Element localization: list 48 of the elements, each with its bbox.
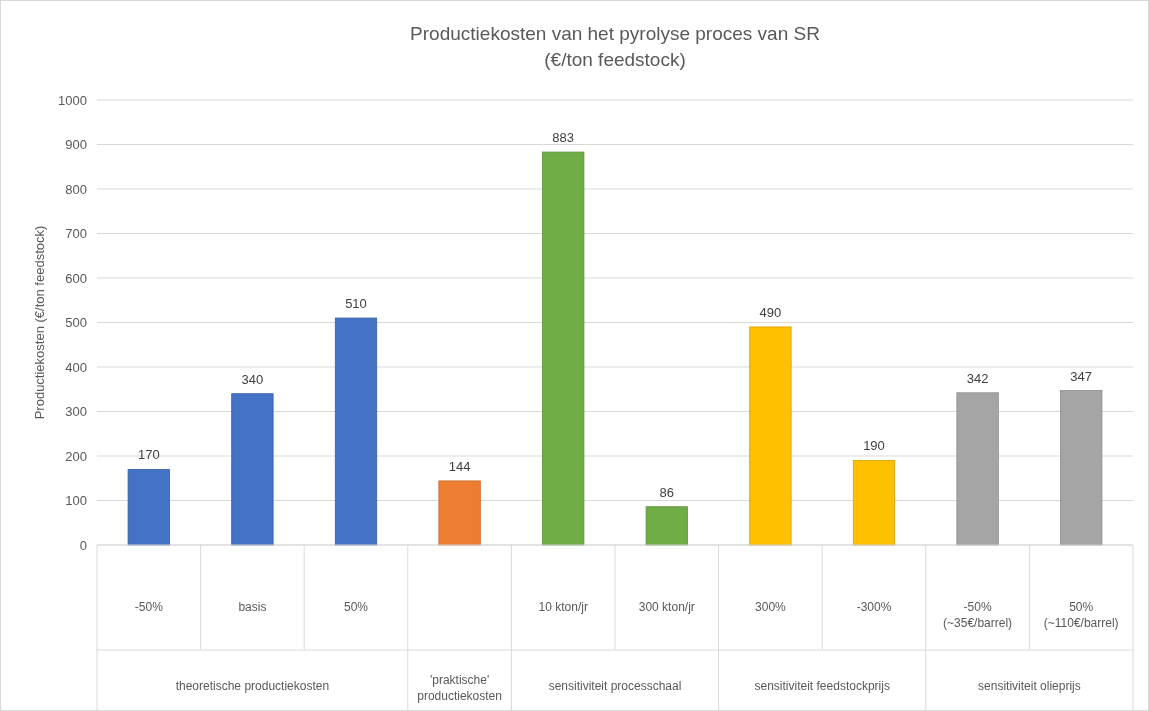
bar bbox=[542, 151, 585, 546]
text: sensitiviteit olieprijs bbox=[978, 679, 1081, 693]
y-tick-label: 0 bbox=[79, 537, 87, 553]
data-label: 883 bbox=[552, 130, 575, 146]
bar bbox=[1060, 390, 1103, 546]
bar bbox=[334, 317, 378, 546]
x-tick-label: 50% (~110€/barrel) bbox=[1043, 600, 1119, 630]
data-label: 144 bbox=[448, 458, 471, 474]
x-tick-label: -50% (~35€/barrel) bbox=[943, 600, 1013, 630]
bar bbox=[127, 468, 170, 546]
bar bbox=[645, 506, 688, 546]
y-tick-label: 700 bbox=[65, 226, 87, 242]
x-tick-label: -50% bbox=[134, 600, 164, 614]
text: theoretische productiekosten bbox=[175, 679, 330, 693]
bar bbox=[956, 392, 999, 546]
chart-subtitle: (€/ton feedstock) bbox=[544, 49, 686, 70]
bar bbox=[852, 460, 896, 546]
data-label: 347 bbox=[1070, 368, 1093, 384]
x-tick-label: 10 kton/jr bbox=[538, 600, 588, 614]
y-tick-label: 600 bbox=[65, 270, 87, 286]
y-tick-label: 500 bbox=[65, 315, 87, 331]
data-label: 340 bbox=[241, 371, 264, 387]
bar bbox=[231, 393, 274, 546]
data-label: 190 bbox=[863, 438, 885, 454]
chart-title: Productiekosten van het pyrolyse proces van SR bbox=[410, 23, 820, 44]
y-axis-title: Productiekosten (€/ton feedstock) bbox=[32, 225, 47, 420]
x-tick-label: -300% bbox=[856, 600, 892, 614]
data-label: 342 bbox=[966, 370, 989, 386]
y-tick-label: 200 bbox=[65, 448, 87, 464]
data-label: 86 bbox=[659, 484, 675, 500]
bar bbox=[749, 326, 792, 546]
y-tick-label: 1000 bbox=[58, 92, 87, 108]
x-tick-label: 50% bbox=[343, 600, 369, 614]
text: sensitiviteit feedstockprijs bbox=[754, 679, 890, 693]
y-tick-label: 300 bbox=[65, 404, 87, 420]
y-tick-label: 100 bbox=[65, 493, 87, 509]
data-label: 170 bbox=[137, 447, 160, 463]
y-tick-label: 900 bbox=[65, 137, 87, 153]
x-tick-label: 300 kton/jr bbox=[638, 600, 695, 614]
text: 'praktische' productiekosten bbox=[417, 673, 502, 703]
x-tick-label: basis bbox=[238, 600, 267, 614]
bar bbox=[438, 480, 481, 546]
text: sensitiviteit processchaal bbox=[548, 679, 682, 693]
y-tick-label: 800 bbox=[65, 181, 87, 197]
y-tick-label: 400 bbox=[65, 359, 87, 375]
data-label: 490 bbox=[759, 304, 782, 320]
x-tick-label: 300% bbox=[755, 600, 787, 614]
data-label: 510 bbox=[345, 296, 367, 312]
